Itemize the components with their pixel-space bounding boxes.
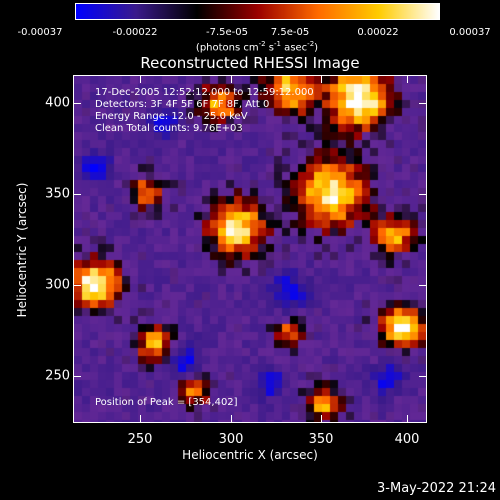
total-counts-text: Clean Total counts: 9.76E+03 — [95, 123, 243, 134]
x-axis-label: Heliocentric X (arcsec) — [182, 448, 318, 462]
rhessi-image-map — [74, 76, 426, 422]
tick-mark — [73, 285, 81, 286]
colorbar-tick-label: -0.00037 — [17, 27, 63, 38]
tick-mark — [407, 415, 408, 423]
colorbar-gradient — [76, 4, 439, 19]
tick-mark — [407, 75, 408, 83]
detectors-text: Detectors: 3F 4F 5F 6F 7F 8F, Att 0 — [95, 99, 270, 110]
tick-mark — [419, 103, 427, 104]
x-tick-label: 300 — [218, 432, 244, 447]
tick-mark — [321, 415, 322, 423]
peak-position-text: Position of Peak = [354,402] — [95, 397, 238, 408]
colorbar-tick-label: -0.00022 — [112, 27, 158, 38]
tick-mark — [73, 103, 81, 104]
date-stamp: 3-May-2022 21:24 — [377, 481, 496, 496]
x-tick-label: 350 — [308, 432, 334, 447]
image-title: Reconstructed RHESSI Image — [140, 54, 360, 72]
x-tick-label: 400 — [394, 432, 420, 447]
y-tick-label: 250 — [45, 368, 70, 384]
y-axis-label: Heliocentric Y (arcsec) — [15, 182, 29, 318]
colorbar-tick-label: -7.5e-05 — [206, 27, 248, 38]
colorbar — [75, 3, 440, 20]
tick-mark — [73, 194, 81, 195]
tick-mark — [419, 194, 427, 195]
tick-mark — [140, 75, 141, 83]
tick-mark — [73, 376, 81, 377]
image-plot-area: 17-Dec-2005 12:52:12.000 to 12:59:12.000… — [73, 75, 427, 423]
tick-mark — [231, 415, 232, 423]
time-range-text: 17-Dec-2005 12:52:12.000 to 12:59:12.000 — [95, 87, 314, 98]
y-tick-label: 350 — [45, 186, 70, 202]
colorbar-tick-label: 7.5e-05 — [270, 27, 310, 38]
colorbar-tick-label: 0.00022 — [357, 27, 399, 38]
colorbar-tick-label: 0.00037 — [449, 27, 491, 38]
tick-mark — [321, 75, 322, 83]
energy-range-text: Energy Range: 12.0 - 25.0 keV — [95, 111, 248, 122]
tick-mark — [140, 415, 141, 423]
y-tick-label: 300 — [45, 277, 70, 293]
tick-mark — [419, 285, 427, 286]
x-tick-label: 250 — [127, 432, 153, 447]
y-tick-label: 400 — [45, 95, 70, 111]
tick-mark — [419, 376, 427, 377]
colorbar-unit-label: (photons cm-2 s-1 asec-2) — [195, 40, 319, 54]
tick-mark — [231, 75, 232, 83]
